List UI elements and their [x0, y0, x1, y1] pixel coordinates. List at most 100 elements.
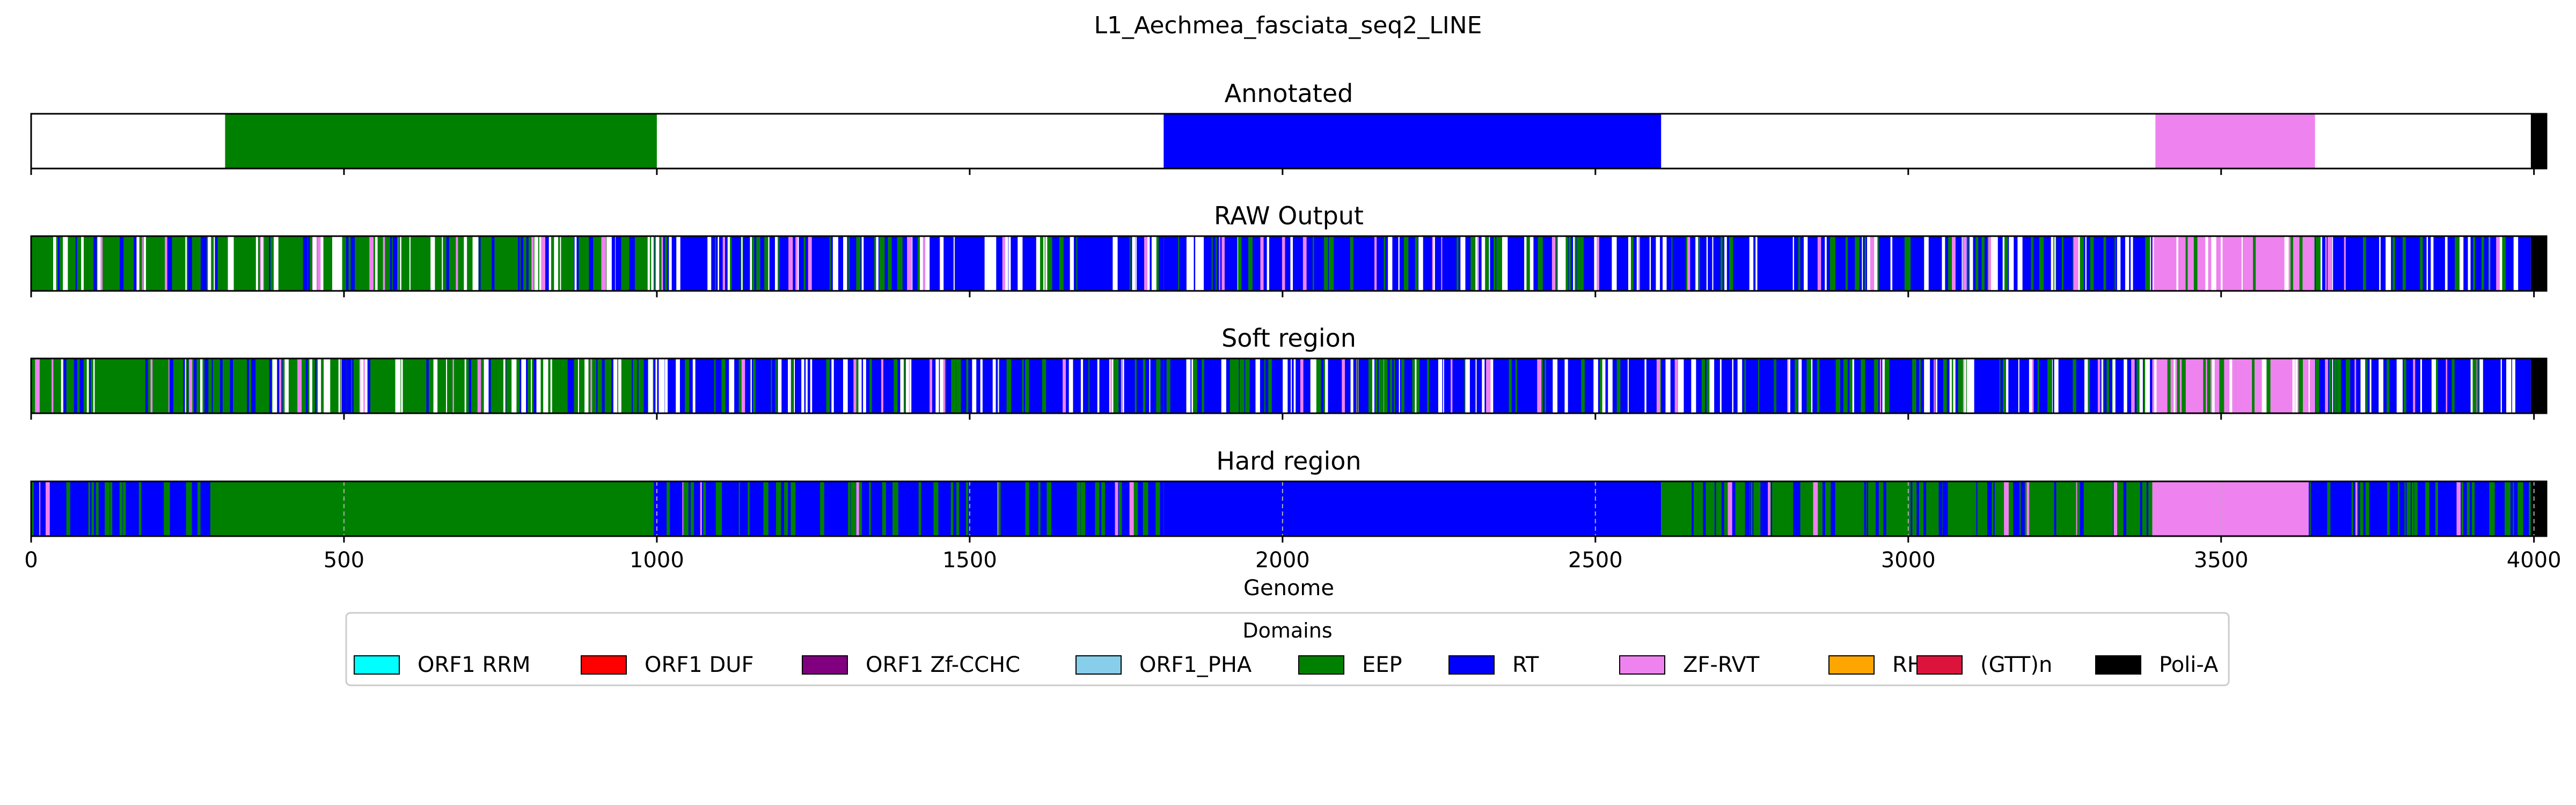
- prediction-stripe: [1115, 481, 1118, 536]
- prediction-stripe: [1767, 481, 1770, 536]
- prediction-stripe: [1721, 481, 1724, 536]
- prediction-stripe: [2029, 358, 2032, 413]
- prediction-stripe: [1942, 236, 1945, 291]
- prediction-stripe: [750, 358, 752, 413]
- prediction-stripe: [2502, 236, 2506, 291]
- prediction-stripe: [1608, 358, 1613, 413]
- legend-label: ORF1 RRM: [418, 653, 531, 677]
- prediction-stripe: [775, 236, 778, 291]
- prediction-stripe: [613, 358, 618, 413]
- prediction-stripe: [53, 236, 56, 291]
- prediction-stripe: [1132, 236, 1136, 291]
- prediction-stripe: [1482, 358, 1485, 413]
- prediction-stripe: [1404, 236, 1408, 291]
- prediction-stripe: [1964, 358, 1966, 413]
- prediction-stripe: [1045, 236, 1048, 291]
- prediction-stripe: [1412, 358, 1415, 413]
- prediction-stripe: [2145, 358, 2147, 413]
- prediction-stripe: [1803, 236, 1808, 291]
- prediction-stripe: [1025, 481, 1029, 536]
- prediction-stripe: [2332, 236, 2333, 291]
- prediction-stripe: [1965, 358, 1966, 413]
- segment-rt: [654, 481, 1164, 536]
- prediction-stripe: [1378, 358, 1384, 413]
- prediction-stripe: [832, 236, 838, 291]
- prediction-stripe: [1143, 481, 1147, 536]
- prediction-stripe: [1867, 236, 1872, 291]
- legend-entry: RH: [1828, 653, 1923, 677]
- prediction-stripe: [718, 236, 720, 291]
- prediction-stripe: [569, 358, 574, 413]
- prediction-stripe: [401, 358, 402, 413]
- prediction-stripe: [1963, 236, 1967, 291]
- prediction-stripe: [2392, 236, 2395, 291]
- prediction-stripe: [1198, 236, 1199, 291]
- prediction-stripe: [2519, 481, 2523, 536]
- segment-rt: [1163, 481, 1662, 536]
- prediction-stripe: [1728, 481, 1732, 536]
- prediction-stripe: [857, 481, 862, 536]
- prediction-stripe: [352, 358, 354, 413]
- prediction-stripe: [2426, 236, 2428, 291]
- segment-rt: [1661, 358, 2153, 413]
- prediction-stripe: [1401, 358, 1404, 413]
- prediction-stripe: [2002, 358, 2006, 413]
- legend-entry: EEP: [1298, 653, 1402, 677]
- prediction-stripe: [464, 236, 467, 291]
- prediction-stripe: [972, 358, 977, 413]
- prediction-stripe: [2512, 358, 2515, 413]
- prediction-stripe: [1070, 236, 1074, 291]
- prediction-stripe: [210, 481, 214, 536]
- prediction-stripe: [1219, 236, 1220, 291]
- prediction-stripe: [1562, 236, 1566, 291]
- prediction-stripe: [2004, 481, 2009, 536]
- x-tick-label: 3000: [1881, 548, 1936, 573]
- prediction-stripe: [1191, 358, 1193, 413]
- prediction-stripe: [1475, 236, 1479, 291]
- x-axis-label: Genome: [1243, 576, 1334, 601]
- prediction-stripe: [2420, 358, 2422, 413]
- prediction-stripe: [143, 236, 147, 291]
- prediction-stripe: [1384, 358, 1388, 413]
- prediction-stripe: [201, 236, 204, 291]
- prediction-stripe: [2325, 236, 2327, 291]
- prediction-stripe: [1861, 358, 1865, 413]
- prediction-stripe: [1415, 236, 1418, 291]
- prediction-stripe: [2407, 481, 2411, 536]
- prediction-stripe: [843, 358, 848, 413]
- prediction-stripe: [1687, 236, 1690, 291]
- prediction-stripe: [1151, 236, 1157, 291]
- prediction-stripe: [1706, 358, 1710, 413]
- legend-label: ORF1 DUF: [645, 653, 754, 677]
- prediction-stripe: [533, 358, 539, 413]
- prediction-stripe: [856, 358, 859, 413]
- prediction-stripe: [503, 358, 506, 413]
- prediction-stripe: [2145, 358, 2150, 413]
- prediction-stripe: [1864, 236, 1867, 291]
- prediction-stripe: [1564, 358, 1568, 413]
- segment-zf-rvt: [2152, 358, 2315, 413]
- prediction-stripe: [2318, 236, 2321, 291]
- prediction-stripe: [2513, 236, 2519, 291]
- prediction-stripe: [2369, 358, 2372, 413]
- prediction-stripe: [1832, 236, 1835, 291]
- prediction-stripe: [1755, 236, 1758, 291]
- prediction-stripe: [2506, 358, 2510, 413]
- prediction-stripe: [1481, 236, 1485, 291]
- prediction-stripe: [1342, 358, 1345, 413]
- prediction-stripe: [1118, 481, 1122, 536]
- prediction-stripe: [1438, 358, 1443, 413]
- prediction-stripe: [332, 236, 338, 291]
- prediction-stripe: [1967, 358, 1970, 413]
- prediction-stripe: [1969, 358, 1974, 413]
- prediction-stripe: [1268, 358, 1272, 413]
- segment-poli-a: [2530, 114, 2546, 169]
- prediction-stripe: [433, 358, 438, 413]
- prediction-stripe: [756, 236, 760, 291]
- prediction-stripe: [1121, 358, 1123, 413]
- x-axis: 0 500 1000 1500 2000 2500 3000 3500 4000 Genome: [24, 548, 2561, 601]
- prediction-stripe: [1849, 358, 1853, 413]
- prediction-stripe: [1323, 358, 1325, 413]
- prediction-stripe: [2037, 358, 2039, 413]
- prediction-stripe: [965, 481, 969, 536]
